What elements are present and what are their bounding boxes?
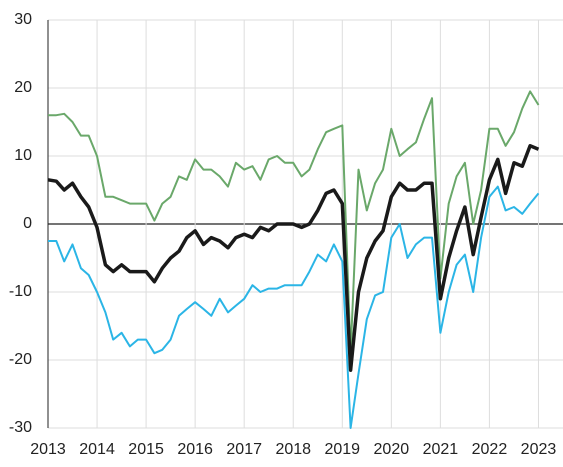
y-tick-label: 0: [23, 215, 32, 232]
x-tick-label: 2014: [79, 441, 115, 458]
x-tick-label: 2022: [472, 441, 508, 458]
series-line: [48, 185, 540, 429]
y-tick-label: 30: [14, 11, 32, 28]
x-tick-label: 2023: [521, 441, 557, 458]
x-tick-label: 2013: [30, 441, 66, 458]
y-tick-label: -30: [9, 419, 32, 436]
x-tick-label: 2019: [324, 441, 360, 458]
x-tick-label: 2018: [275, 441, 311, 458]
x-tick-label: 2015: [128, 441, 164, 458]
x-tick-label: 2016: [177, 441, 213, 458]
series-line: [48, 90, 540, 355]
y-tick-label: 20: [14, 79, 32, 96]
series-line: [47, 144, 540, 372]
y-tick-label: -10: [9, 283, 32, 300]
y-tick-label: -20: [9, 351, 32, 368]
x-tick-label: 2021: [423, 441, 459, 458]
x-tick-label: 2020: [374, 441, 410, 458]
x-tick-label: 2017: [226, 441, 262, 458]
y-tick-label: 10: [14, 147, 32, 164]
